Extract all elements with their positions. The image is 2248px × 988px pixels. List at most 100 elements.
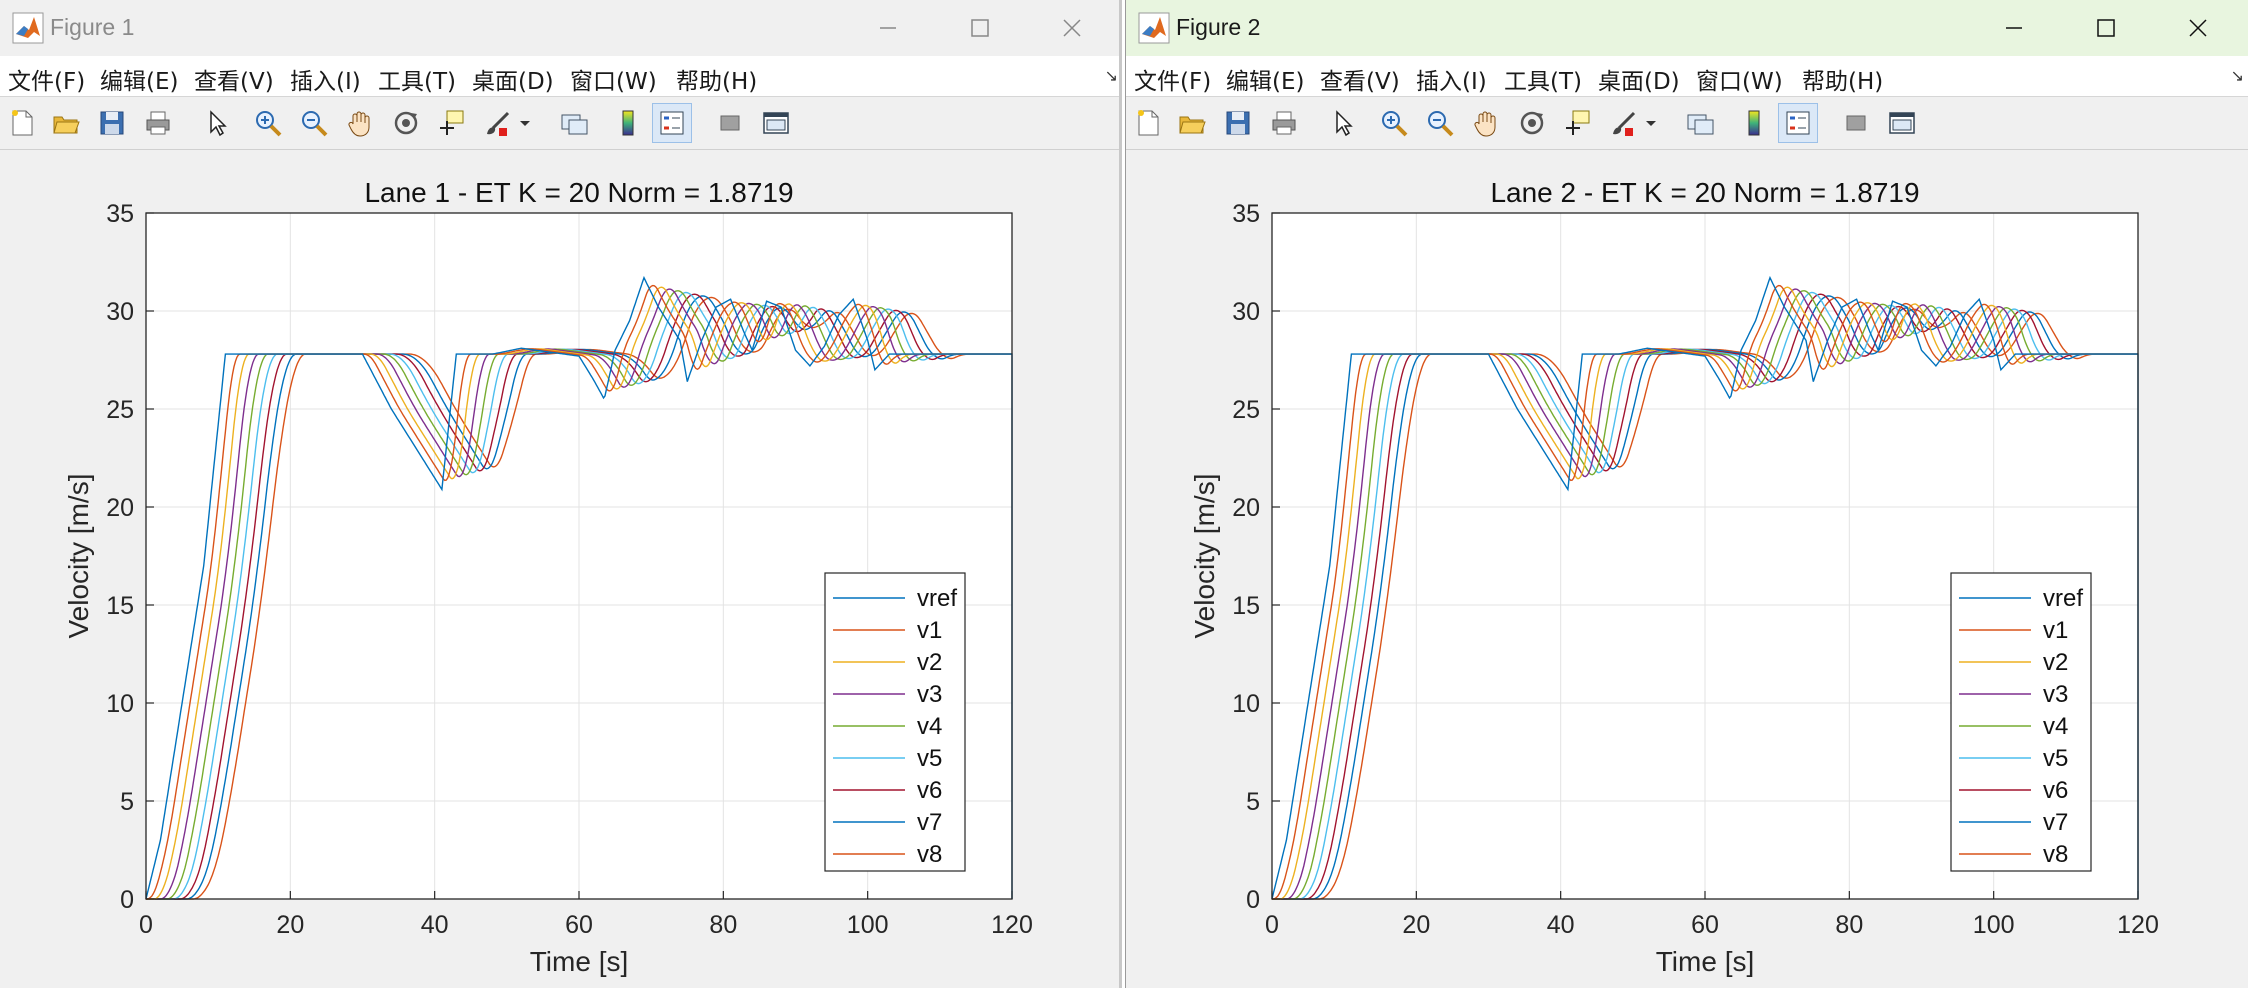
brush-dropdown-button[interactable] (514, 103, 536, 143)
title-bar[interactable]: Figure 2 (1126, 0, 2248, 56)
x-tick-label: 80 (709, 911, 737, 939)
menu-edit[interactable]: 编辑(E) (1226, 69, 1305, 95)
menu-window[interactable]: 窗口(W) (1696, 69, 1783, 95)
data-cursor-button[interactable] (1558, 103, 1598, 143)
y-tick-label: 20 (106, 494, 134, 522)
colorbar-button[interactable] (608, 103, 648, 143)
pan-hand-icon (1474, 111, 1496, 137)
title-bar[interactable]: Figure 1 (0, 0, 1122, 56)
rotate-3d-icon (1520, 111, 1544, 135)
x-tick-label: 100 (847, 911, 889, 939)
menu-file[interactable]: 文件(F) (1134, 69, 1212, 95)
brush-button[interactable] (1604, 103, 1644, 143)
dock-arrow-icon[interactable]: ↘ (2230, 68, 2244, 85)
zoom-out-button[interactable] (1420, 103, 1460, 143)
menu-window[interactable]: 窗口(W) (570, 69, 657, 95)
link-plot-button[interactable] (554, 103, 594, 143)
hide-plot-tools-button[interactable] (1836, 103, 1876, 143)
hide-plot-tools-icon (1846, 115, 1866, 131)
rotate-button[interactable] (386, 103, 426, 143)
dock-arrow-icon[interactable]: ↘ (1104, 68, 1118, 85)
velocity-chart[interactable]: 0 20 40 60 80 100 120 0 5 10 15 20 25 30 35 Lane 1 - ET… (0, 150, 1122, 988)
maximize-icon (2097, 19, 2115, 37)
brush-dropdown-button[interactable] (1640, 103, 1662, 143)
y-tick-label: 10 (106, 690, 134, 718)
data-cursor-button[interactable] (432, 103, 472, 143)
open-file-button[interactable] (46, 103, 86, 143)
figure-window-1: Figure 1 文件(F) 编辑(E) 查看(V) 插入(I) 工具(T) 桌… (0, 0, 1122, 988)
legend-box[interactable] (824, 572, 966, 872)
menu-tools[interactable]: 工具(T) (378, 69, 456, 95)
pointer-icon (210, 110, 227, 137)
y-axis-label: Velocity [m/s] (1189, 474, 1220, 639)
legend-entry: v1 (917, 617, 942, 644)
save-button[interactable] (92, 103, 132, 143)
y-tick-label: 20 (1232, 494, 1260, 522)
data-cursor-icon (1566, 110, 1590, 135)
y-tick-label: 10 (1232, 690, 1260, 718)
menu-insert[interactable]: 插入(I) (290, 69, 361, 95)
show-plot-tools-icon (763, 112, 789, 134)
y-tick-label: 25 (106, 396, 134, 424)
y-tick-label: 5 (120, 788, 134, 816)
menu-file[interactable]: 文件(F) (8, 69, 86, 95)
menu-help[interactable]: 帮助(H) (676, 69, 758, 95)
x-tick-label: 120 (991, 911, 1033, 939)
new-figure-button[interactable] (1128, 103, 1168, 143)
save-icon (100, 111, 124, 135)
open-file-button[interactable] (1172, 103, 1212, 143)
legend-entry: vref (917, 585, 957, 612)
close-button[interactable] (2166, 8, 2230, 48)
y-axis-label: Velocity [m/s] (63, 474, 94, 639)
legend-button[interactable] (1778, 103, 1818, 143)
maximize-button[interactable] (948, 8, 1012, 48)
rotate-button[interactable] (1512, 103, 1552, 143)
zoom-out-button[interactable] (294, 103, 334, 143)
chart-title: Lane 1 - ET K = 20 Norm = 1.8719 (364, 177, 793, 208)
legend-entry: v4 (2043, 713, 2068, 740)
save-button[interactable] (1218, 103, 1258, 143)
minimize-button[interactable] (856, 8, 920, 48)
menu-desktop[interactable]: 桌面(D) (472, 69, 554, 95)
print-button[interactable] (1264, 103, 1304, 143)
brush-button[interactable] (478, 103, 518, 143)
show-plot-tools-button[interactable] (756, 103, 796, 143)
menu-tools[interactable]: 工具(T) (1504, 69, 1582, 95)
pointer-button[interactable] (1322, 103, 1362, 143)
series-line-vref (145, 275, 1013, 900)
x-tick-label: 20 (276, 911, 304, 939)
legend-entry: v2 (2043, 649, 2068, 676)
pan-button[interactable] (1466, 103, 1506, 143)
legend-entry: v6 (917, 777, 942, 804)
link-plot-button[interactable] (1680, 103, 1720, 143)
minimize-button[interactable] (1982, 8, 2046, 48)
x-axis-label: Time [s] (530, 946, 629, 977)
show-plot-tools-button[interactable] (1882, 103, 1922, 143)
menu-view[interactable]: 查看(V) (1320, 69, 1400, 95)
new-figure-button[interactable] (2, 103, 42, 143)
pointer-button[interactable] (196, 103, 236, 143)
menu-edit[interactable]: 编辑(E) (100, 69, 179, 95)
legend-button[interactable] (652, 103, 692, 143)
x-tick-label: 20 (1402, 911, 1430, 939)
velocity-chart[interactable]: 0 20 40 60 80 100 120 0 5 10 15 20 25 30 35 Lane 2 - ET… (1126, 150, 2248, 988)
menu-desktop[interactable]: 桌面(D) (1598, 69, 1680, 95)
menu-view[interactable]: 查看(V) (194, 69, 274, 95)
hide-plot-tools-button[interactable] (710, 103, 750, 143)
print-button[interactable] (138, 103, 178, 143)
legend-entry: v8 (917, 841, 942, 868)
y-tick-label: 0 (120, 886, 134, 914)
zoom-in-button[interactable] (248, 103, 288, 143)
open-file-icon (53, 116, 80, 134)
colorbar-button[interactable] (1734, 103, 1774, 143)
legend-box[interactable] (1950, 572, 2092, 872)
close-button[interactable] (1040, 8, 1104, 48)
maximize-button[interactable] (2074, 8, 2138, 48)
zoom-in-button[interactable] (1374, 103, 1414, 143)
pan-button[interactable] (340, 103, 380, 143)
menu-insert[interactable]: 插入(I) (1416, 69, 1487, 95)
legend-icon (1786, 111, 1810, 135)
x-tick-label: 40 (1547, 911, 1575, 939)
save-icon (1226, 111, 1250, 135)
menu-help[interactable]: 帮助(H) (1802, 69, 1884, 95)
